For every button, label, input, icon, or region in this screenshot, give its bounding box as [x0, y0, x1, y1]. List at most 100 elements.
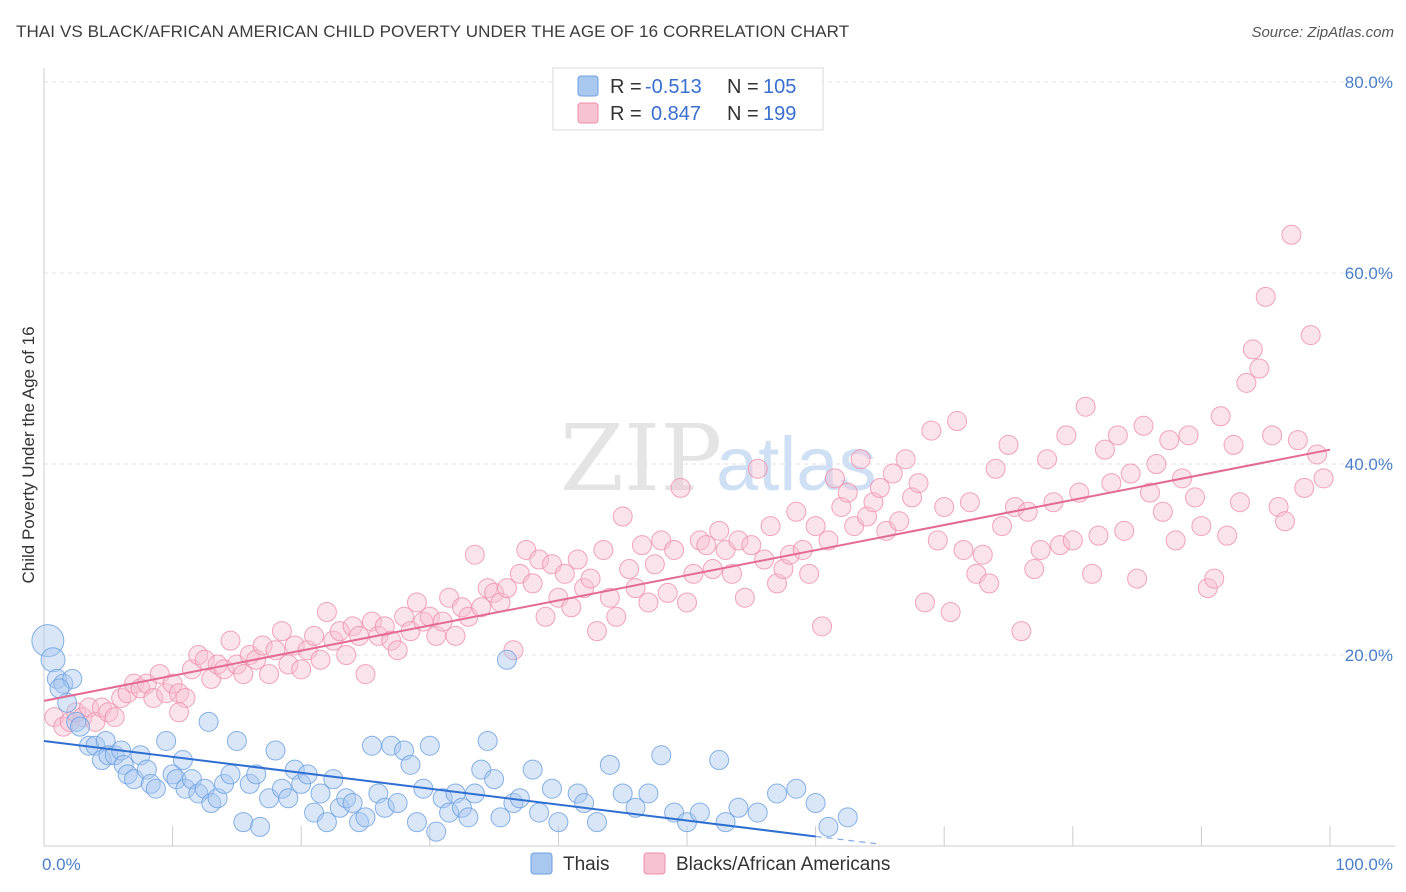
data-point-black	[638, 592, 659, 613]
x-tick-label: 100.0%	[1335, 855, 1393, 874]
data-point-black	[355, 664, 376, 685]
data-point-black	[709, 520, 730, 541]
data-point-black	[612, 506, 633, 527]
data-point-thais	[625, 797, 646, 818]
data-point-thais	[747, 802, 768, 823]
legend-swatch-thais	[577, 75, 599, 97]
data-point-black	[805, 516, 826, 537]
data-point-thais	[31, 624, 65, 658]
data-point-black	[310, 649, 331, 670]
data-point-thais	[70, 716, 91, 737]
data-point-black	[619, 559, 640, 580]
data-point-thais	[426, 821, 447, 842]
data-point-black	[554, 563, 575, 584]
data-point-thais	[381, 735, 402, 756]
data-point-thais	[246, 764, 267, 785]
y-tick-label: 20.0%	[1345, 646, 1393, 665]
data-point-thais	[278, 788, 299, 809]
data-point-thais	[786, 778, 807, 799]
data-point-black	[1133, 415, 1154, 436]
data-point-black	[104, 707, 125, 728]
data-point-black	[1184, 487, 1205, 508]
data-point-black	[979, 573, 1000, 594]
legend: R = -0.513 N = 105 R = 0.847 N = 199	[552, 67, 824, 131]
data-point-thais	[342, 793, 363, 814]
data-point-black	[471, 597, 492, 618]
data-point-black	[837, 482, 858, 503]
data-point-black	[799, 563, 820, 584]
data-point-thais	[451, 797, 472, 818]
data-point-black	[882, 463, 903, 484]
data-point-black	[1294, 477, 1315, 498]
data-point-black	[1030, 539, 1051, 560]
data-point-black	[1217, 525, 1238, 546]
data-point-black	[1197, 578, 1218, 599]
data-point-black	[445, 625, 466, 646]
data-point-black	[1223, 434, 1244, 455]
data-point-black	[824, 468, 845, 489]
data-point-black	[593, 539, 614, 560]
data-point-black	[1094, 439, 1115, 460]
data-point-black	[947, 411, 968, 432]
data-point-black	[657, 582, 678, 603]
data-point-black	[953, 539, 974, 560]
data-point-black	[972, 544, 993, 565]
bottom-legend-swatch-thais	[530, 852, 553, 875]
data-point-thais	[728, 797, 749, 818]
data-point-thais	[400, 754, 421, 775]
data-point-thais	[374, 797, 395, 818]
bottom-legend-label-black: Blacks/African Americans	[676, 854, 890, 875]
y-axis-label: Child Poverty Under the Age of 16	[19, 326, 38, 583]
watermark-zip: ZIP	[560, 405, 722, 512]
data-point-black	[220, 630, 241, 651]
data-point-black	[1146, 454, 1167, 474]
data-point-thais	[689, 802, 710, 823]
data-point-black	[496, 578, 517, 599]
trend-line-thais	[43, 739, 816, 838]
data-point-black	[1242, 339, 1263, 360]
data-point-black	[1210, 406, 1231, 427]
data-point-thais	[172, 750, 193, 771]
legend-n-value-black: 199	[763, 103, 796, 125]
data-point-thais	[291, 773, 312, 794]
data-point-black	[278, 654, 299, 675]
data-point-thais	[220, 764, 241, 785]
data-point-thais	[477, 730, 498, 751]
data-point-thais	[541, 778, 562, 799]
data-point-thais	[484, 769, 505, 790]
data-point-black	[599, 587, 620, 608]
data-point-black	[529, 549, 550, 570]
source-credit: Source: ZipAtlas.com	[1251, 24, 1394, 41]
data-point-black	[734, 587, 755, 608]
data-point-black	[722, 563, 743, 584]
data-point-thais	[522, 759, 543, 780]
data-point-thais	[98, 745, 119, 766]
data-point-thais	[767, 783, 788, 804]
data-point-black	[760, 516, 781, 537]
legend-r-label-black: R =	[610, 103, 642, 125]
bottom-legend-label-thais: Thais	[563, 854, 609, 875]
data-point-black	[959, 492, 980, 513]
data-point-thais	[612, 783, 633, 804]
bottom-legend: Thais Blacks/African Americans	[530, 852, 890, 875]
data-point-black	[696, 535, 717, 556]
data-point-black	[934, 496, 955, 517]
data-point-thais	[40, 647, 66, 673]
data-point-black	[606, 606, 627, 627]
data-point-thais	[355, 807, 376, 828]
data-point-thais	[709, 750, 730, 771]
data-point-thais	[490, 807, 511, 828]
watermark-atlas: atlas	[716, 422, 877, 507]
data-point-black	[503, 640, 524, 661]
legend-n-label-thais: N =	[727, 76, 759, 98]
data-point-black	[1229, 492, 1250, 513]
series-black-points	[44, 224, 1334, 737]
data-point-thais	[239, 773, 260, 794]
data-point-black	[1165, 530, 1186, 551]
data-point-black	[535, 606, 556, 627]
data-point-thais	[439, 802, 460, 823]
data-point-black	[1088, 525, 1109, 546]
x-tick-label: 0.0%	[42, 855, 81, 874]
data-point-black	[316, 602, 337, 623]
